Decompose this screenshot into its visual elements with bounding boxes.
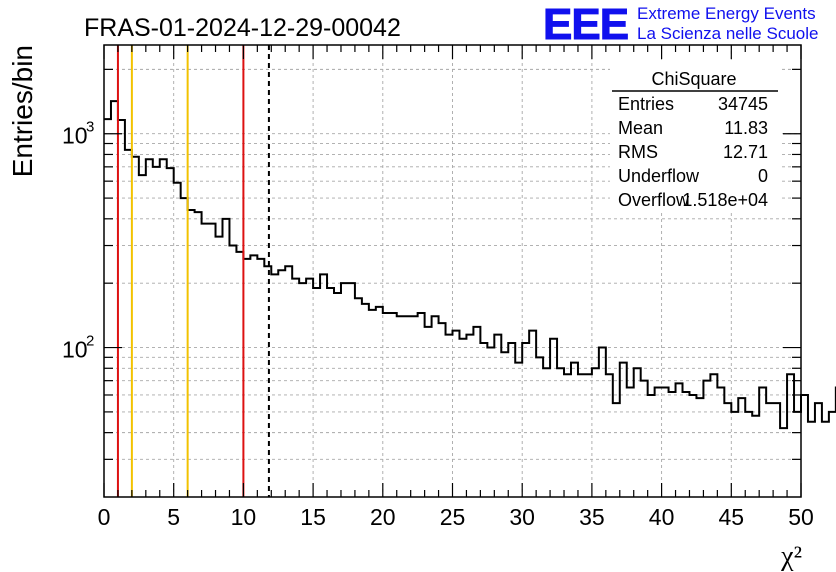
y-tick-label-exponent: 2 <box>86 333 94 350</box>
stats-row-label: RMS <box>618 142 658 162</box>
x-tick-label: 45 <box>719 504 745 530</box>
y-axis-label: Entries/bin <box>7 45 38 177</box>
x-tick-label: 25 <box>440 504 466 530</box>
chart-title: FRAS-01-2024-12-29-00042 <box>84 14 401 42</box>
x-axis: 0 5 10 15 20 25 30 35 40 45 50 <box>98 45 814 530</box>
stats-title: ChiSquare <box>651 69 736 89</box>
stats-box: ChiSquare Entries 34745 Mean 11.83 RMS 12.71 U… <box>610 62 782 210</box>
x-tick-label: 50 <box>788 504 814 530</box>
logo: EEE Extreme Energy Events La Scienza nel… <box>543 0 819 50</box>
x-tick-label: 30 <box>509 504 535 530</box>
stats-row-value: 1.518e+04 <box>682 190 768 210</box>
x-tick-label: 0 <box>98 504 111 530</box>
x-tick-label: 10 <box>231 504 257 530</box>
logo-mark: EEE <box>543 0 628 49</box>
logo-line-2: La Scienza nelle Scuole <box>637 24 818 43</box>
y-tick-label-exponent: 3 <box>86 119 94 136</box>
histogram-step-line <box>104 100 836 430</box>
logo-line-1: Extreme Energy Events <box>637 4 816 23</box>
grid-lines <box>104 45 801 497</box>
stats-row-value: 0 <box>758 166 768 186</box>
stats-row-label: Mean <box>618 118 663 138</box>
stats-row-label: Overflow <box>618 190 690 210</box>
x-axis-label: χ² <box>780 541 802 572</box>
stats-row-label: Entries <box>618 94 674 114</box>
stats-row-label: Underflow <box>618 166 700 186</box>
x-tick-label: 35 <box>579 504 605 530</box>
cut-lines <box>116 45 270 497</box>
x-tick-label: 5 <box>167 504 180 530</box>
histogram <box>104 100 836 430</box>
x-tick-label: 20 <box>370 504 396 530</box>
y-tick-label: 10 <box>62 123 88 149</box>
stats-row-value: 12.71 <box>723 142 768 162</box>
x-tick-label: 15 <box>300 504 326 530</box>
x-tick-label: 40 <box>649 504 675 530</box>
stats-row-value: 34745 <box>718 94 768 114</box>
stats-row-value: 11.83 <box>724 118 768 138</box>
y-tick-label: 10 <box>62 337 88 363</box>
